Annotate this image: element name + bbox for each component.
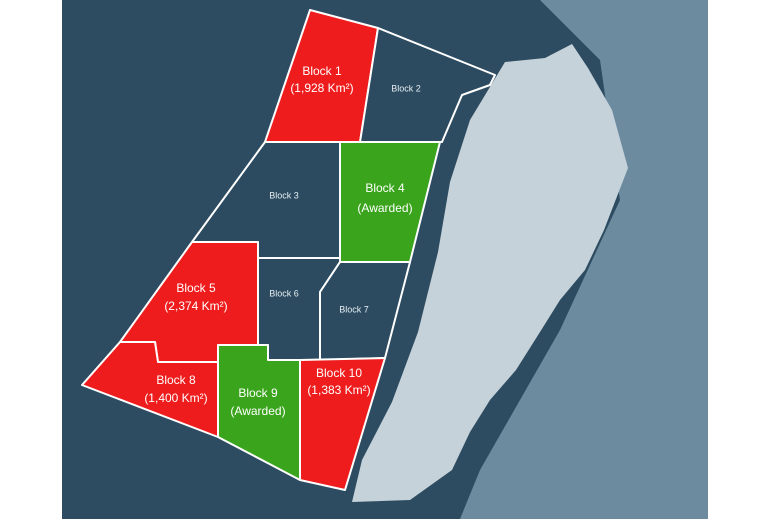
block-7 [319, 261, 411, 361]
block-detail: (1,383 Km²) [307, 383, 370, 397]
block-label: Block 9 [238, 386, 278, 400]
block-label: Block 6 [269, 288, 299, 298]
block-label: Block 3 [269, 190, 299, 200]
block-label: Block 4 [365, 181, 405, 195]
block-detail: (Awarded) [230, 404, 285, 418]
block-detail: (2,374 Km²) [164, 299, 227, 313]
block-detail: (1,928 Km²) [290, 81, 353, 95]
block-label: Block 8 [156, 373, 196, 387]
block-label: Block 7 [339, 304, 369, 314]
inland [460, 0, 708, 519]
land [352, 44, 628, 502]
block-detail: (Awarded) [357, 201, 412, 215]
block-label: Block 5 [176, 281, 216, 295]
block-label: Block 10 [316, 366, 362, 380]
block-10 [299, 357, 386, 491]
block-label: Block 2 [391, 83, 421, 93]
block-label: Block 1 [302, 64, 342, 78]
block-detail: (1,400 Km²) [144, 391, 207, 405]
